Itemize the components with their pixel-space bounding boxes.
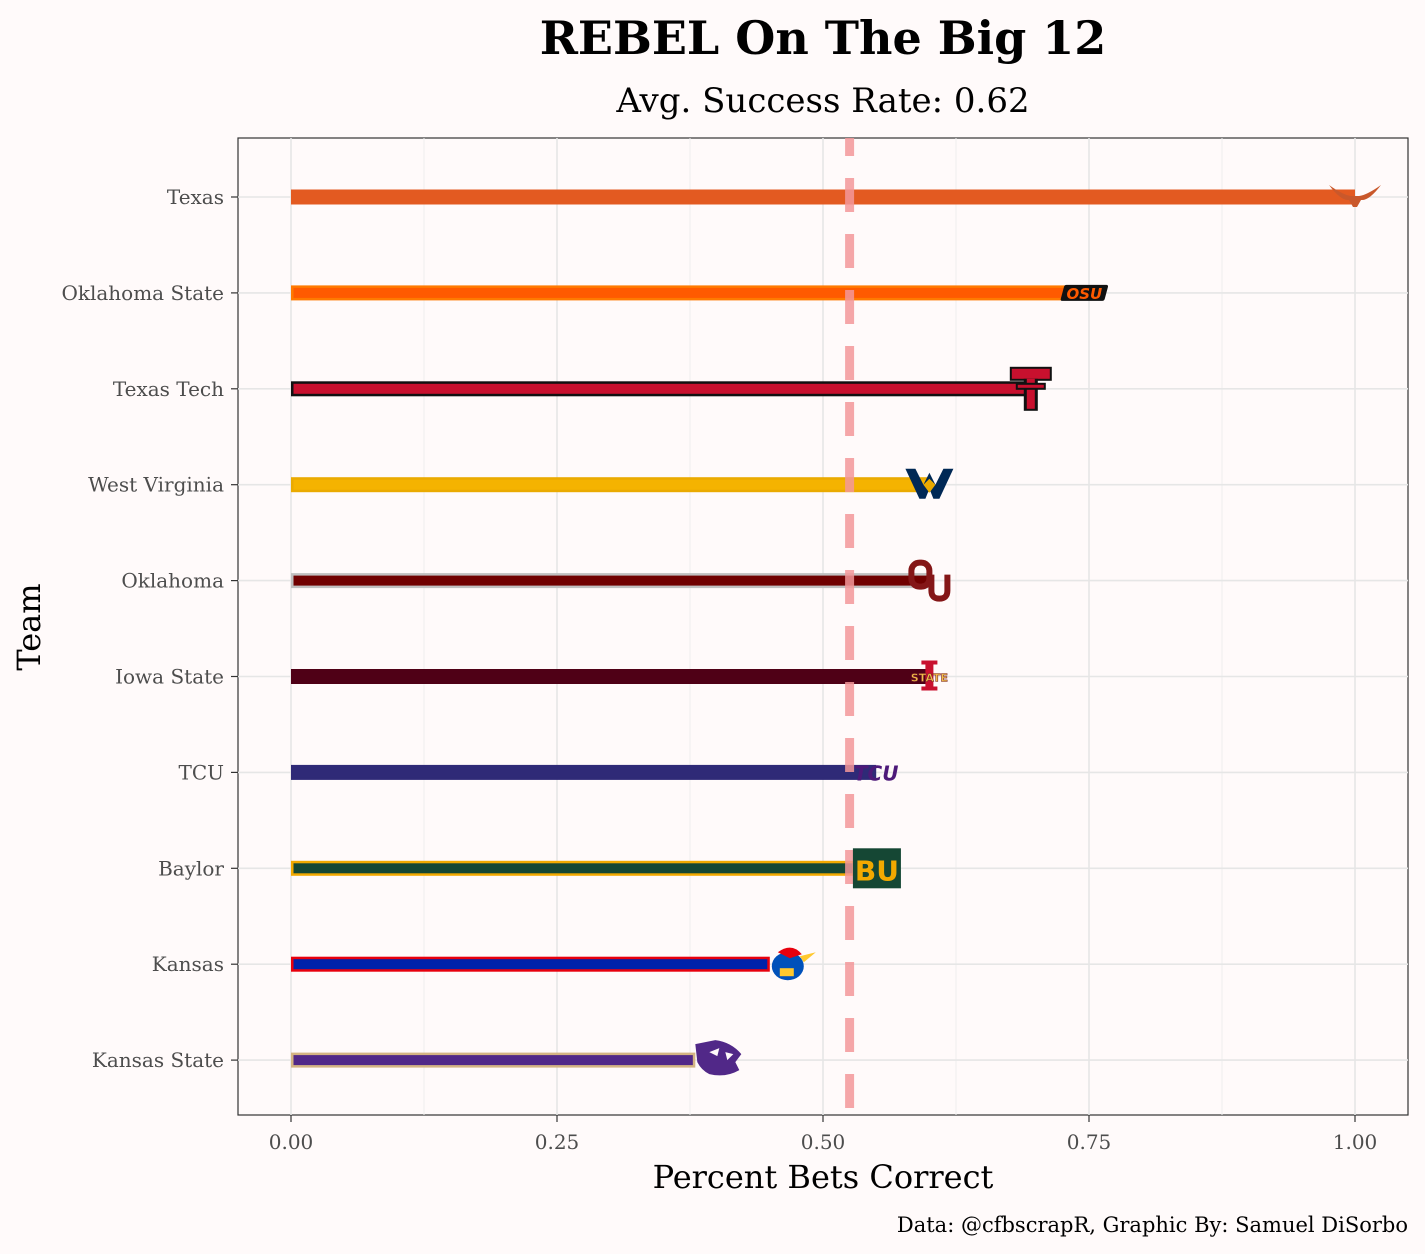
kansas-jayhawk-icon bbox=[771, 947, 816, 981]
x-axis-ticks: 0.00 0.25 0.50 0.75 1.00 bbox=[269, 1115, 1378, 1154]
chart-subtitle: Avg. Success Rate: 0.62 bbox=[615, 81, 1029, 121]
logos-layer: OSU STATE TCU BU bbox=[695, 185, 1381, 1076]
svg-text:BU: BU bbox=[855, 854, 899, 887]
y-tick-label: Baylor bbox=[158, 856, 224, 880]
x-tick-label: 0.50 bbox=[801, 1130, 846, 1154]
y-tick-label: Kansas bbox=[152, 952, 224, 976]
bar bbox=[293, 767, 874, 778]
x-tick-label: 0.75 bbox=[1067, 1130, 1112, 1154]
longhorn-icon bbox=[1329, 185, 1381, 207]
svg-text:STATE: STATE bbox=[911, 672, 948, 685]
y-tick-label: Oklahoma bbox=[121, 569, 224, 593]
y-tick-label: TCU bbox=[179, 760, 225, 784]
y-axis-ticks: Texas Oklahoma State Texas Tech West Virgin… bbox=[61, 185, 238, 1072]
bar bbox=[293, 1055, 693, 1066]
baylor-logo-icon: BU bbox=[852, 848, 901, 889]
bar bbox=[293, 959, 768, 970]
iowa-state-logo-icon: STATE bbox=[910, 660, 948, 691]
svg-text:OSU: OSU bbox=[1066, 285, 1102, 303]
x-axis-title: Percent Bets Correct bbox=[653, 1158, 994, 1196]
tcu-logo-icon: TCU bbox=[854, 761, 899, 785]
y-tick-label: Iowa State bbox=[115, 665, 224, 689]
osu-logo-icon: OSU bbox=[1060, 284, 1109, 303]
y-tick-label: Texas Tech bbox=[113, 377, 224, 401]
texas-tech-logo-icon bbox=[1009, 366, 1052, 411]
bar bbox=[293, 575, 927, 586]
bar bbox=[293, 671, 927, 682]
west-virginia-logo-icon bbox=[905, 468, 954, 499]
bar bbox=[293, 287, 1076, 298]
svg-text:TCU: TCU bbox=[854, 761, 899, 785]
x-tick-label: 0.00 bbox=[269, 1130, 314, 1154]
bars-layer bbox=[291, 189, 1355, 1068]
bar bbox=[293, 192, 1353, 202]
y-tick-label: West Virginia bbox=[88, 473, 224, 497]
y-tick-label: Kansas State bbox=[92, 1048, 224, 1072]
y-tick-label: Oklahoma State bbox=[61, 281, 224, 305]
chart-caption: Data: @cfbscrapR, Graphic By: Samuel DiS… bbox=[897, 1213, 1408, 1237]
oklahoma-logo-icon bbox=[908, 559, 951, 602]
x-tick-label: 0.25 bbox=[535, 1130, 580, 1154]
chart-title: REBEL On The Big 12 bbox=[540, 11, 1107, 65]
bar bbox=[293, 863, 853, 874]
y-axis-title: Team bbox=[10, 583, 48, 670]
bar bbox=[293, 383, 1034, 394]
x-tick-label: 1.00 bbox=[1333, 1130, 1378, 1154]
bar bbox=[293, 479, 927, 490]
kansas-state-wildcat-icon bbox=[695, 1040, 742, 1076]
y-tick-label: Texas bbox=[167, 185, 224, 209]
